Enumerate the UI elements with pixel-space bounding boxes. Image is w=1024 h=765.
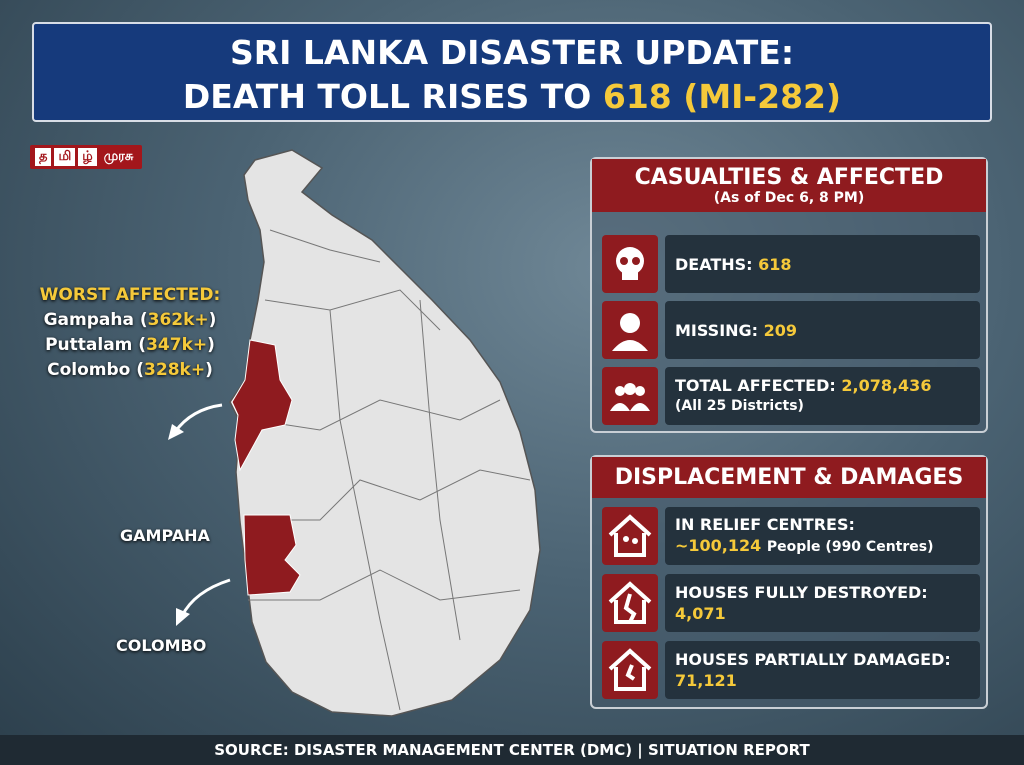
casualties-panel: CASUALTIES & AFFECTED (As of Dec 6, 8 PM… [590, 157, 988, 433]
stat-row: DEATHS: 618 [602, 235, 980, 293]
arrow [180, 578, 231, 617]
title-highlight: 618 (MI-282) [602, 77, 842, 116]
island [229, 149, 541, 717]
stat-box: DEATHS: 618 [665, 235, 980, 293]
text: Puttalam ( [45, 335, 147, 355]
header: SRI LANKA DISASTER UPDATE: DEATH TOLL RI… [32, 22, 992, 122]
value: 362k+ [147, 310, 209, 330]
text: ) [207, 335, 215, 355]
text: ) [208, 310, 217, 330]
skull-icon [602, 235, 658, 293]
text: Gampaha ( [43, 310, 148, 330]
map-label: COLOMBO [116, 636, 207, 655]
stat-row: HOUSES FULLY DESTROYED: 4,071 [602, 574, 980, 632]
worst-heading: WORST AFFECTED: [39, 285, 221, 305]
arrow-head [168, 424, 184, 440]
destroyed-house-icon [602, 574, 658, 632]
logo: த மி ழ் முரசு [30, 145, 143, 169]
text: ) [205, 360, 213, 380]
arrow-head [176, 608, 190, 626]
group-icon [602, 367, 658, 425]
worst-item: Colombo (328k+) [10, 358, 250, 383]
title-line: DEATH TOLL RISES TO 618 (MI-282) [34, 75, 990, 119]
panel-title: DISPLACEMENT & DAMAGES [592, 457, 986, 498]
logo-part: மி [54, 148, 76, 166]
value: 328k+ [144, 360, 206, 380]
stat-label: TOTAL AFFECTED: [675, 376, 836, 395]
stat-value: 2,078,436 [841, 376, 932, 395]
worst-item: Gampaha (362k+) [10, 308, 250, 333]
panel-header: CASUALTIES & AFFECTED (As of Dec 6, 8 PM… [592, 159, 986, 212]
displacement-panel: DISPLACEMENT & DAMAGES IN RELIEF CENTRES… [590, 455, 988, 709]
stat-value: 618 [758, 254, 792, 274]
stat-box: IN RELIEF CENTRES: ~100,124 People (990 C… [665, 507, 980, 565]
affected-region [231, 339, 293, 472]
missing-icon [602, 301, 658, 359]
panel-title: CASUALTIES & AFFECTED [634, 165, 944, 190]
map-label: GAMPAHA [120, 526, 210, 545]
footer: SOURCE: DISASTER MANAGEMENT CENTER (DMC)… [0, 735, 1024, 765]
stat-row: HOUSES PARTIALLY DAMAGED: 71,121 [602, 641, 980, 699]
logo-part: த [35, 148, 52, 166]
panel-subtitle: (As of Dec 6, 8 PM) [713, 190, 865, 206]
stat-row: TOTAL AFFECTED: 2,078,436 (All 25 Distric… [602, 367, 980, 425]
logo-part: ழ் [78, 148, 97, 166]
stat-label: MISSING: [675, 320, 759, 340]
stat-row: IN RELIEF CENTRES: ~100,124 People (990 C… [602, 507, 980, 565]
arrow [173, 403, 223, 433]
stat-box: HOUSES PARTIALLY DAMAGED: 71,121 [665, 641, 980, 699]
stat-label: HOUSES PARTIALLY DAMAGED: [675, 650, 951, 669]
stat-value: ~100,124 [675, 536, 762, 555]
shelter-icon [602, 507, 658, 565]
title-line: SRI LANKA DISASTER UPDATE: [229, 33, 795, 72]
stat-box: MISSING: 209 [665, 301, 980, 359]
stat-box: HOUSES FULLY DESTROYED: 4,071 [665, 574, 980, 632]
district-borders [248, 229, 531, 711]
stat-note: People (990 Centres) [766, 539, 934, 555]
damaged-house-icon [602, 641, 658, 699]
title-text: DEATH TOLL RISES TO [182, 77, 592, 116]
worst-affected: WORST AFFECTED: Gampaha (362k+) Puttalam… [10, 283, 250, 383]
affected-region [243, 514, 301, 596]
stat-row: MISSING: 209 [602, 301, 980, 359]
stat-note: (All 25 Districts) [675, 398, 804, 414]
text: Colombo ( [47, 360, 145, 380]
stat-label: DEATHS: [675, 254, 753, 274]
stat-value: 71,121 [675, 671, 737, 690]
stat-value: 4,071 [675, 604, 726, 623]
worst-item: Puttalam (347k+) [10, 333, 250, 358]
stat-label: IN RELIEF CENTRES: [675, 515, 855, 534]
stat-box: TOTAL AFFECTED: 2,078,436 (All 25 Distric… [665, 367, 980, 425]
stat-label: HOUSES FULLY DESTROYED: [675, 583, 928, 602]
stat-value: 209 [763, 320, 798, 340]
value: 347k+ [146, 335, 208, 355]
logo-part: முரசு [103, 149, 134, 164]
